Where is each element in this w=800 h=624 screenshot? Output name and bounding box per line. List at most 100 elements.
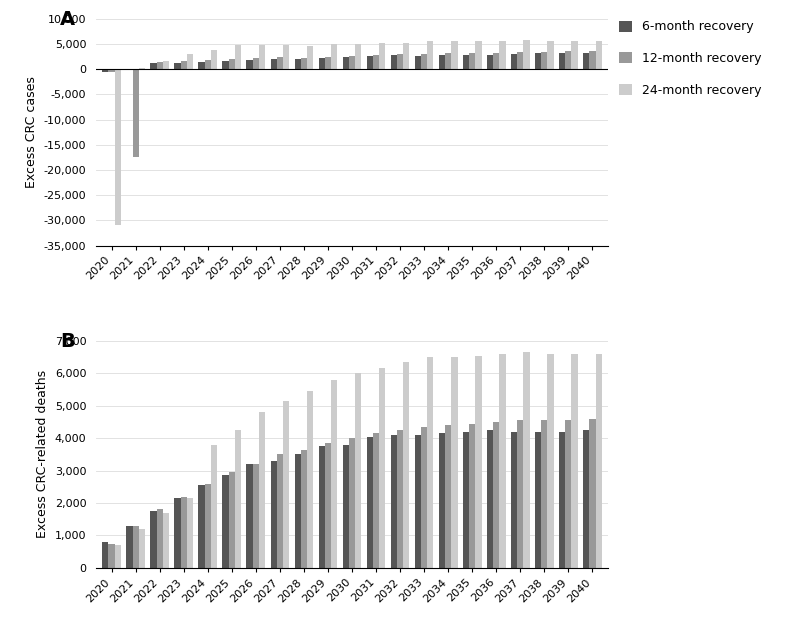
Bar — [253, 58, 259, 69]
Bar — [277, 454, 283, 568]
Bar — [397, 430, 403, 568]
Bar — [493, 53, 499, 69]
Bar — [318, 58, 325, 69]
Bar — [205, 484, 211, 568]
Bar — [355, 373, 362, 568]
Text: B: B — [60, 332, 75, 351]
Bar — [246, 60, 253, 69]
Bar — [487, 430, 493, 568]
Bar — [366, 56, 373, 69]
Bar — [463, 432, 469, 568]
Bar — [373, 55, 379, 69]
Bar — [414, 56, 421, 69]
Bar — [511, 432, 517, 568]
Bar — [523, 353, 530, 568]
Bar — [235, 430, 241, 568]
Bar — [541, 52, 547, 69]
Bar — [150, 511, 157, 568]
Bar — [349, 438, 355, 568]
Bar — [277, 57, 283, 69]
Y-axis label: Excess CRC-related deaths: Excess CRC-related deaths — [36, 370, 49, 539]
Bar — [109, 69, 114, 72]
Bar — [259, 412, 266, 568]
Bar — [590, 419, 595, 568]
Bar — [379, 43, 386, 69]
Bar — [511, 54, 517, 69]
Bar — [126, 69, 133, 70]
Bar — [349, 56, 355, 69]
Bar — [475, 41, 482, 69]
Bar — [102, 542, 109, 568]
Bar — [342, 445, 349, 568]
Bar — [211, 50, 217, 69]
Bar — [174, 498, 181, 568]
Bar — [187, 54, 193, 69]
Bar — [535, 432, 541, 568]
Bar — [253, 464, 259, 568]
Bar — [114, 69, 121, 225]
Bar — [583, 430, 590, 568]
Bar — [469, 53, 475, 69]
Bar — [541, 421, 547, 568]
Bar — [187, 498, 193, 568]
Bar — [211, 445, 217, 568]
Bar — [445, 53, 451, 69]
Bar — [590, 51, 595, 69]
Bar — [325, 57, 331, 69]
Bar — [571, 41, 578, 69]
Bar — [222, 475, 229, 568]
Bar — [150, 63, 157, 69]
Bar — [566, 421, 571, 568]
Text: A: A — [60, 9, 75, 29]
Bar — [102, 69, 109, 72]
Bar — [270, 461, 277, 568]
Bar — [163, 61, 169, 69]
Bar — [157, 62, 163, 69]
Bar — [246, 464, 253, 568]
Bar — [421, 54, 427, 69]
Y-axis label: Excess CRC cases: Excess CRC cases — [25, 76, 38, 188]
Bar — [229, 59, 235, 69]
Bar — [318, 446, 325, 568]
Bar — [133, 525, 138, 568]
Bar — [181, 497, 187, 568]
Bar — [475, 356, 482, 568]
Bar — [222, 61, 229, 69]
Bar — [390, 55, 397, 69]
Bar — [366, 437, 373, 568]
Bar — [229, 472, 235, 568]
Bar — [414, 435, 421, 568]
Bar — [390, 435, 397, 568]
Bar — [427, 41, 434, 69]
Bar — [133, 69, 138, 157]
Bar — [342, 57, 349, 69]
Bar — [294, 59, 301, 69]
Bar — [517, 421, 523, 568]
Bar — [138, 68, 145, 69]
Bar — [445, 425, 451, 568]
Bar — [403, 43, 410, 69]
Bar — [294, 454, 301, 568]
Bar — [157, 509, 163, 568]
Bar — [126, 525, 133, 568]
Bar — [331, 380, 338, 568]
Bar — [109, 544, 114, 568]
Bar — [331, 44, 338, 69]
Bar — [163, 513, 169, 568]
Bar — [499, 41, 506, 69]
Bar — [283, 401, 290, 568]
Bar — [259, 45, 266, 69]
Bar — [198, 62, 205, 69]
Bar — [373, 433, 379, 568]
Bar — [205, 60, 211, 69]
Bar — [566, 51, 571, 69]
Bar — [517, 52, 523, 69]
Bar — [270, 59, 277, 69]
Bar — [559, 53, 566, 69]
Bar — [463, 55, 469, 69]
Bar — [451, 41, 458, 69]
Legend: 6-month recovery, 12-month recovery, 24-month recovery: 6-month recovery, 12-month recovery, 24-… — [619, 21, 762, 97]
Bar — [571, 354, 578, 568]
Bar — [355, 44, 362, 69]
Bar — [198, 485, 205, 568]
